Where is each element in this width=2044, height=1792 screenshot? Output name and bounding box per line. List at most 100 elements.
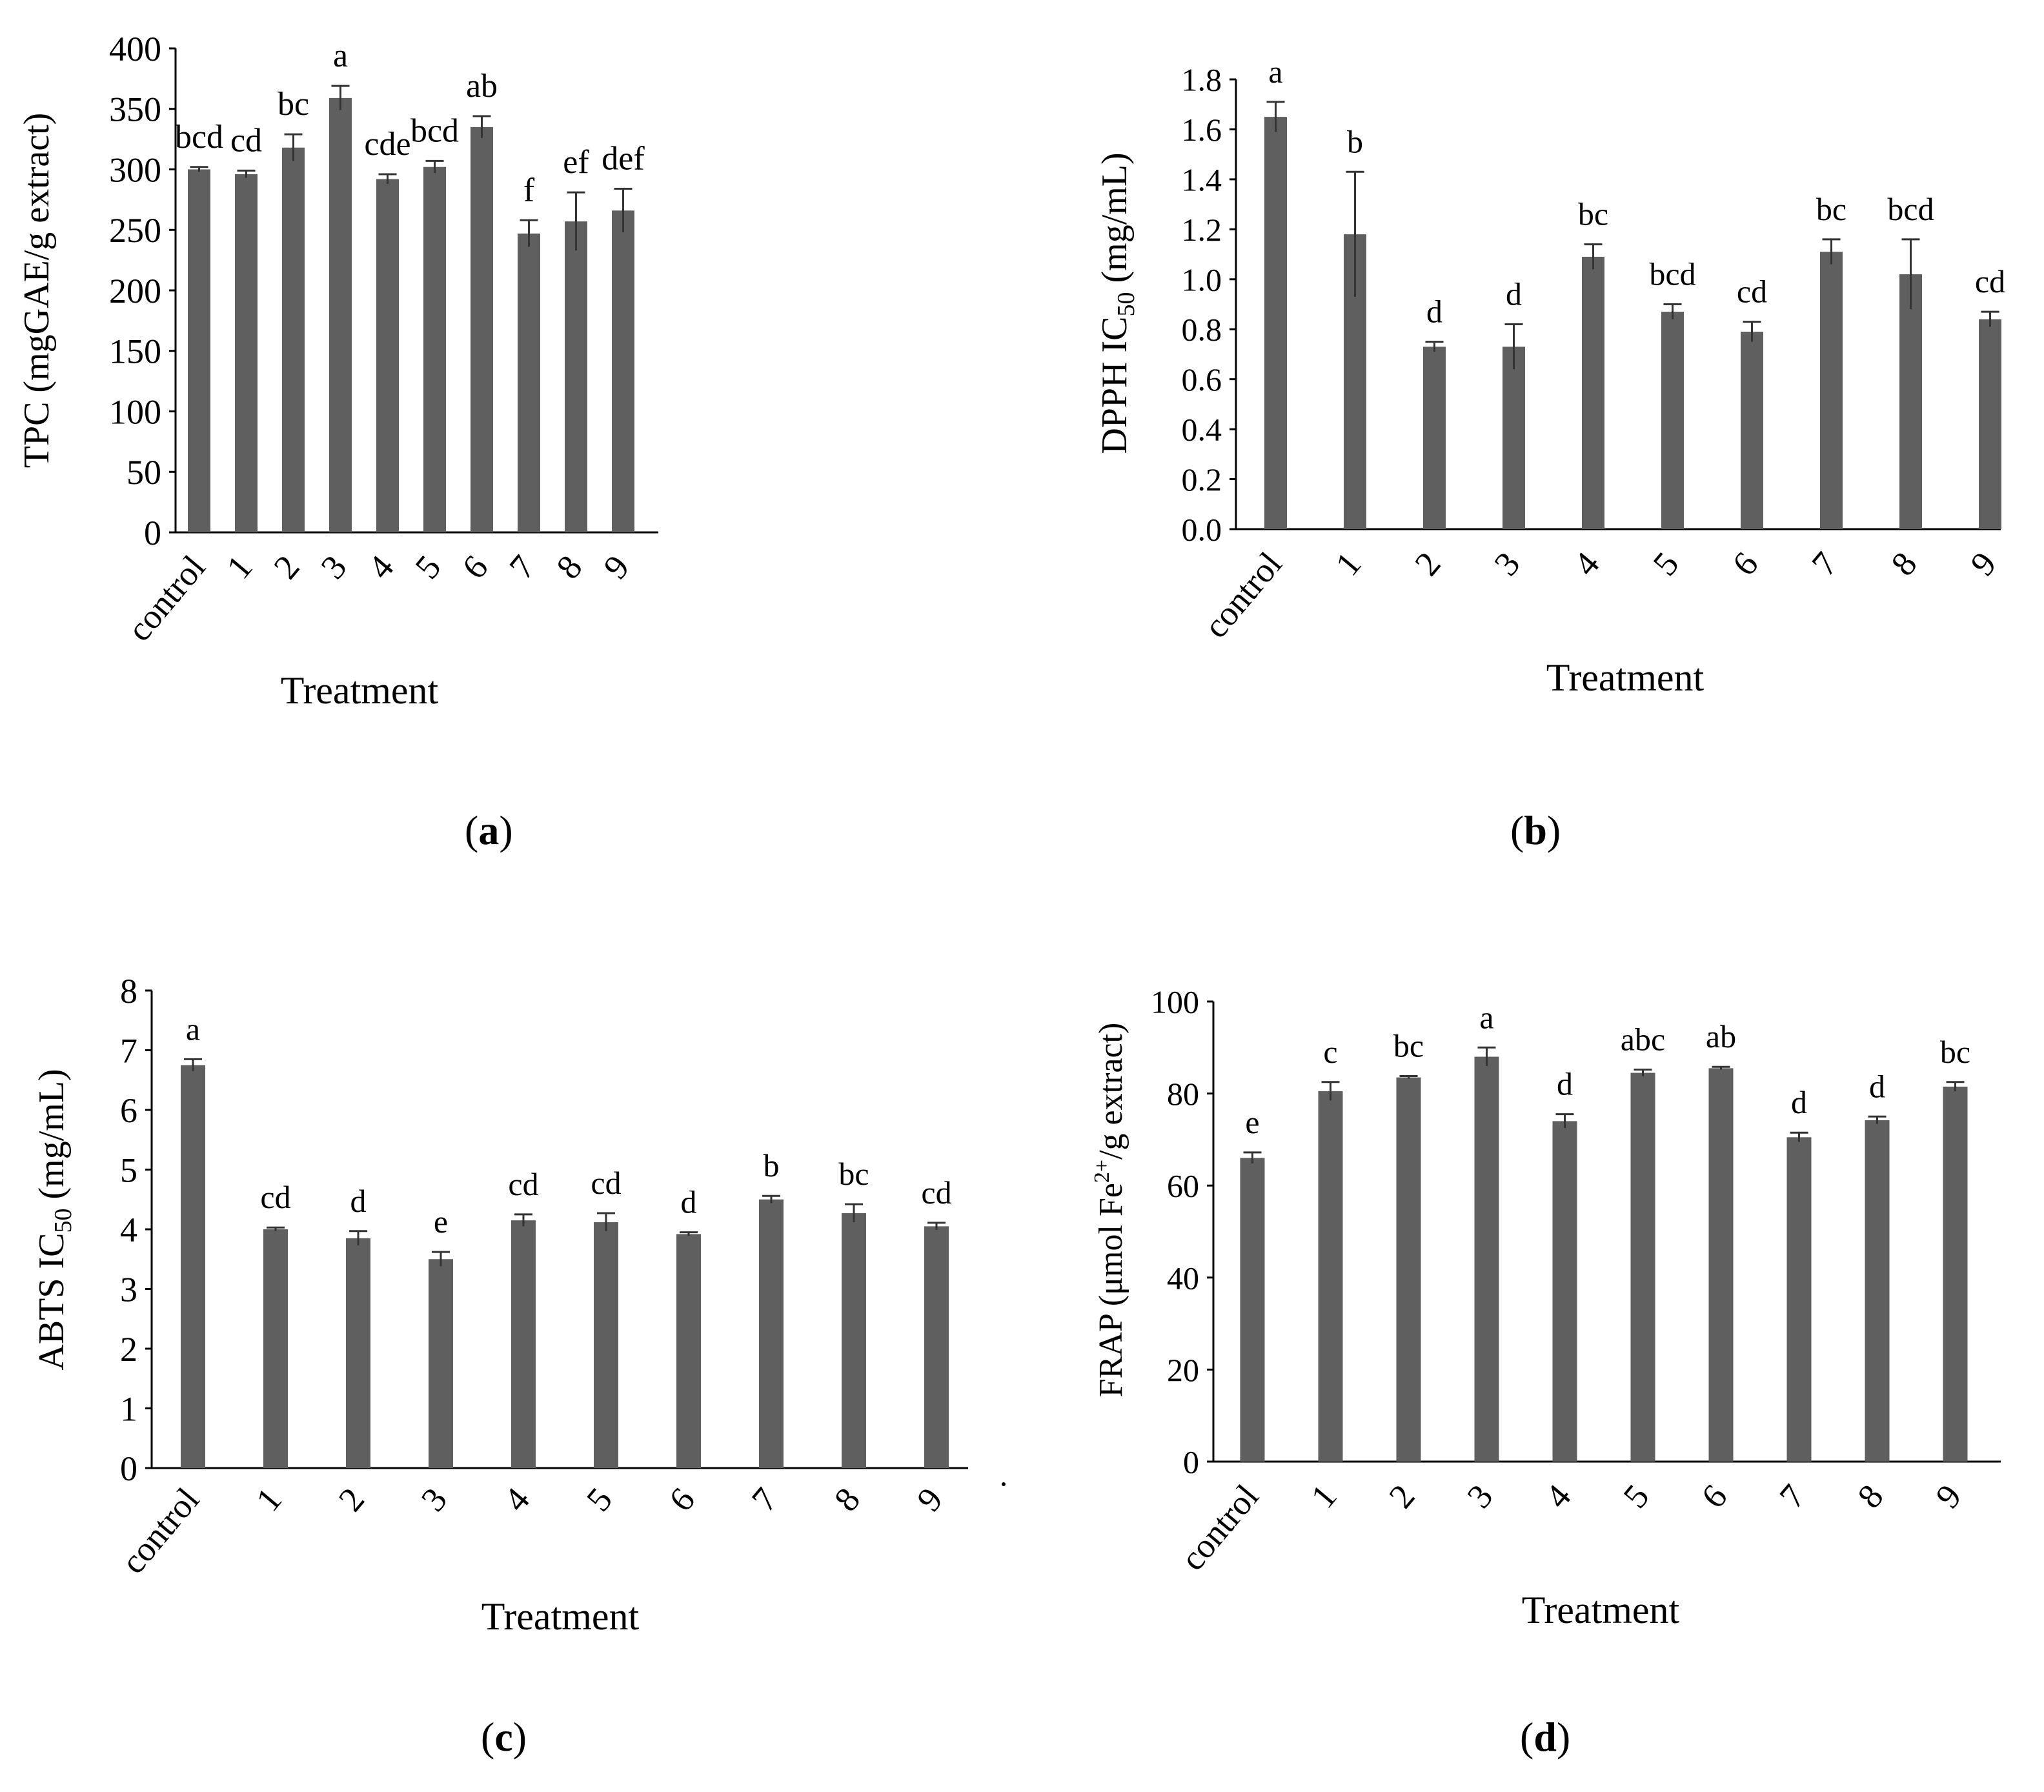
x-tick-label: 1 xyxy=(219,548,259,586)
y-tick-label: 0.2 xyxy=(1182,461,1222,498)
x-tick-label: 6 xyxy=(1694,1477,1734,1515)
y-axis-label: FRAP (μmol Fe2+/g extract) xyxy=(1090,1023,1129,1398)
x-tick-label: 9 xyxy=(909,1480,950,1518)
y-tick-label: 0 xyxy=(1183,1444,1199,1480)
y-tick-label: 40 xyxy=(1167,1260,1199,1296)
significance-letter: c xyxy=(1323,1034,1337,1070)
significance-letter: d xyxy=(1426,294,1442,330)
significance-letter: cd xyxy=(1975,263,2005,299)
x-tick-label: 2 xyxy=(266,548,307,586)
y-tick-label: 6 xyxy=(120,1091,137,1130)
x-tick-label: 6 xyxy=(454,548,495,586)
y-tick-label: 0.0 xyxy=(1182,512,1222,548)
bar-3 xyxy=(1503,347,1525,529)
caption-c: (c) xyxy=(481,1714,527,1760)
bar-7 xyxy=(518,233,540,532)
y-tick-label: 0 xyxy=(120,1449,137,1488)
y-axis-label-main: FRAP (μmol Fe xyxy=(1093,1183,1129,1397)
y-tick-label: 100 xyxy=(109,392,161,431)
significance-letter: bc xyxy=(1578,196,1608,232)
bar-4 xyxy=(511,1220,536,1468)
bar-1 xyxy=(263,1229,288,1468)
y-tick-label: 0.4 xyxy=(1182,412,1222,448)
bar-2 xyxy=(346,1238,370,1468)
x-tick-label: control xyxy=(1196,545,1289,645)
bar-3 xyxy=(429,1259,453,1468)
bar-5 xyxy=(1661,312,1684,529)
bar-control xyxy=(1264,117,1287,530)
significance-letter: bc xyxy=(1940,1034,1970,1070)
x-tick-label: 6 xyxy=(662,1480,702,1518)
bar-8 xyxy=(1865,1120,1890,1462)
caption-a: (a) xyxy=(465,807,513,853)
y-tick-label: 1 xyxy=(120,1389,137,1428)
axes-b: 0.0 0.2 0.4 0.6 0.8 1.0 1.2 1.4 1.6 1.8 a control b 1… xyxy=(1182,54,2006,645)
x-tick-label: 9 xyxy=(1928,1477,1968,1515)
x-tick-label: 4 xyxy=(496,1480,537,1518)
x-tick-label: 2 xyxy=(331,1480,372,1518)
y-axis-label-subscript: 50 xyxy=(1113,292,1140,317)
y-tick-label: 7 xyxy=(120,1031,137,1070)
x-tick-label: 7 xyxy=(501,548,542,586)
x-tick-label: 9 xyxy=(1963,545,2003,583)
significance-letter: abc xyxy=(1621,1022,1665,1058)
bar-control xyxy=(1240,1158,1265,1462)
bar-1 xyxy=(235,174,258,532)
axes-a: 0 50 100 150 200 250 300 350 400 bcd control cd 1 bc 2… xyxy=(109,30,658,649)
bar-1 xyxy=(1318,1091,1343,1462)
y-tick-label: 50 xyxy=(126,453,161,492)
x-tick-label: 4 xyxy=(1537,1477,1578,1515)
y-axis-label: TPC (mgGAE/g extract) xyxy=(17,113,57,468)
chart-panel-c: ABTS IC50 (mg/mL) Treatment 0 1 2 3 4 5 6 7 8 a co… xyxy=(32,972,968,1638)
bar-8 xyxy=(1899,274,1922,529)
x-tick-label: control xyxy=(119,548,212,649)
bar-control xyxy=(188,169,210,532)
significance-letter: bcd xyxy=(175,119,223,156)
x-tick-label: 5 xyxy=(1645,545,1686,583)
bar-9 xyxy=(924,1226,949,1468)
chart-panel-b: DPPH IC50 (mg/mL) Treatment 0.0 0.2 0.4 0.6… xyxy=(1095,54,2005,699)
x-tick-label: 3 xyxy=(313,548,354,586)
x-tick-label: 5 xyxy=(1615,1477,1656,1515)
y-axis-label-main: DPPH IC xyxy=(1095,317,1135,454)
x-tick-label: 8 xyxy=(1850,1477,1890,1515)
bar-3 xyxy=(329,97,352,532)
bar-5 xyxy=(1630,1072,1655,1462)
significance-letter: ab xyxy=(1706,1018,1736,1054)
y-tick-label: 20 xyxy=(1167,1352,1199,1388)
bar-5 xyxy=(594,1222,618,1468)
y-tick-label: 80 xyxy=(1167,1076,1199,1112)
x-tick-label: 8 xyxy=(549,548,589,586)
x-tick-label: 7 xyxy=(1772,1477,1812,1515)
y-tick-label: 100 xyxy=(1151,984,1199,1020)
y-tick-label: 1.2 xyxy=(1182,212,1222,248)
bar-2 xyxy=(282,147,305,532)
axes-d: 0 20 40 60 80 100 e control c 1 bc 2 a 3 d 4 abc 5 ab 6 d 7 d 8… xyxy=(1151,984,2001,1578)
bar-control xyxy=(181,1065,205,1468)
y-tick-label: 60 xyxy=(1167,1168,1199,1204)
bar-4 xyxy=(1552,1121,1577,1462)
x-axis-label: Treatment xyxy=(481,1595,640,1638)
significance-letter: cd xyxy=(591,1165,621,1201)
caption-d: (d) xyxy=(1520,1714,1571,1760)
significance-letter: a xyxy=(1479,999,1493,1035)
stray-dot xyxy=(1002,1482,1006,1486)
x-tick-label: 4 xyxy=(1566,545,1606,583)
y-axis-label-tail: /g extract) xyxy=(1093,1023,1129,1160)
x-tick-label: 4 xyxy=(360,548,401,586)
x-tick-label: 5 xyxy=(407,548,448,586)
bar-9 xyxy=(1979,319,2001,529)
y-tick-label: 300 xyxy=(109,150,161,189)
y-tick-label: 250 xyxy=(109,211,161,250)
bar-6 xyxy=(471,126,493,532)
y-tick-label: 1.4 xyxy=(1182,161,1222,197)
bar-8 xyxy=(565,221,587,532)
bar-6 xyxy=(1708,1068,1734,1462)
x-tick-label: 1 xyxy=(1328,545,1368,583)
bar-9 xyxy=(1943,1086,1968,1462)
y-axis-label-superscript: 2+ xyxy=(1090,1160,1114,1183)
significance-letter: e xyxy=(434,1203,448,1240)
y-tick-label: 400 xyxy=(109,30,161,68)
significance-letter: d xyxy=(1506,276,1522,312)
